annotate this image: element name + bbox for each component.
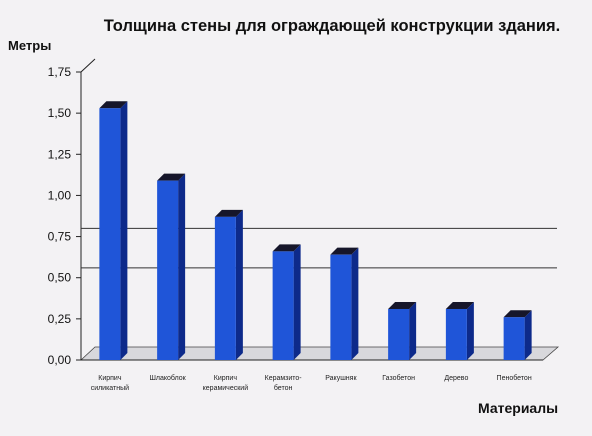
bar-side bbox=[524, 310, 532, 360]
y-tick-label: 1,75 bbox=[48, 65, 72, 79]
bar-side bbox=[466, 301, 474, 360]
bar-side bbox=[178, 173, 186, 360]
bar bbox=[157, 173, 186, 360]
x-tick-label-line: Ракушняк bbox=[325, 375, 357, 382]
bar-top bbox=[330, 247, 359, 255]
bar-side bbox=[293, 244, 301, 360]
bar-top bbox=[445, 301, 474, 309]
bar-front bbox=[503, 317, 525, 360]
bar-front bbox=[272, 251, 294, 360]
bar-top bbox=[214, 209, 243, 217]
bar-front bbox=[388, 308, 410, 360]
y-axis-label: Метры bbox=[8, 38, 51, 53]
bar-front bbox=[157, 180, 179, 360]
bar bbox=[330, 247, 359, 360]
x-tick-label-line: Кирпич bbox=[98, 375, 122, 382]
x-tick-label-line: Газобетон bbox=[382, 374, 415, 382]
bar-side bbox=[409, 301, 417, 360]
bar-front bbox=[214, 216, 236, 360]
y-tick-label: 0,50 bbox=[48, 271, 72, 285]
bar-front bbox=[99, 108, 121, 360]
y-tick-label: 1,25 bbox=[48, 147, 72, 161]
x-tick-label: Шлакоблок bbox=[150, 374, 187, 382]
x-tick-label: Кирпич силикатный bbox=[91, 375, 129, 392]
x-tick-label-line: силикатный bbox=[91, 384, 129, 392]
x-tick-label: Ракушняк bbox=[325, 375, 357, 382]
x-tick-label: Газобетон bbox=[382, 374, 415, 382]
x-tick-label-line: керамический bbox=[203, 384, 249, 392]
x-tick-label: Керамзито-бетон bbox=[265, 375, 303, 392]
bar-front bbox=[445, 308, 467, 360]
bar bbox=[214, 209, 243, 360]
bar bbox=[272, 244, 301, 360]
bar-side bbox=[235, 209, 243, 360]
x-tick-label-line: Керамзито- bbox=[265, 375, 303, 382]
y-tick-label: 0,00 bbox=[48, 353, 72, 367]
bar-side bbox=[120, 101, 128, 360]
x-tick-label-line: Шлакоблок bbox=[150, 374, 187, 382]
bar-top bbox=[157, 173, 186, 181]
plot-floor bbox=[79, 346, 560, 361]
x-tick-label: Дерево bbox=[444, 375, 468, 382]
y-axis-line bbox=[80, 58, 96, 360]
bar-front bbox=[330, 254, 352, 360]
x-tick-label-line: бетон bbox=[274, 384, 293, 392]
x-tick-label-line: Кирпич bbox=[214, 375, 238, 382]
bar-top bbox=[272, 244, 301, 252]
bar-top bbox=[99, 101, 128, 109]
y-tick-label: 1,00 bbox=[48, 188, 72, 202]
x-tick-label: Кирпич керамический bbox=[203, 375, 249, 392]
bar bbox=[99, 101, 128, 360]
bar bbox=[503, 310, 532, 360]
x-tick-label-line: Пенобетон bbox=[497, 374, 532, 382]
x-tick-label: Пенобетон bbox=[497, 374, 532, 382]
bar-side bbox=[351, 247, 359, 360]
bar bbox=[388, 301, 417, 360]
bar-top bbox=[388, 301, 417, 309]
y-tick-label: 1,50 bbox=[48, 106, 72, 120]
bar-top bbox=[503, 310, 532, 318]
bar bbox=[445, 301, 474, 360]
y-tick-label: 0,25 bbox=[48, 312, 72, 326]
y-tick-label: 0,75 bbox=[48, 230, 72, 244]
x-axis-label: Материалы bbox=[478, 400, 558, 416]
chart-title: Толщина стены для ограждающей конструкци… bbox=[104, 17, 561, 35]
x-tick-label-line: Дерево bbox=[444, 375, 468, 382]
